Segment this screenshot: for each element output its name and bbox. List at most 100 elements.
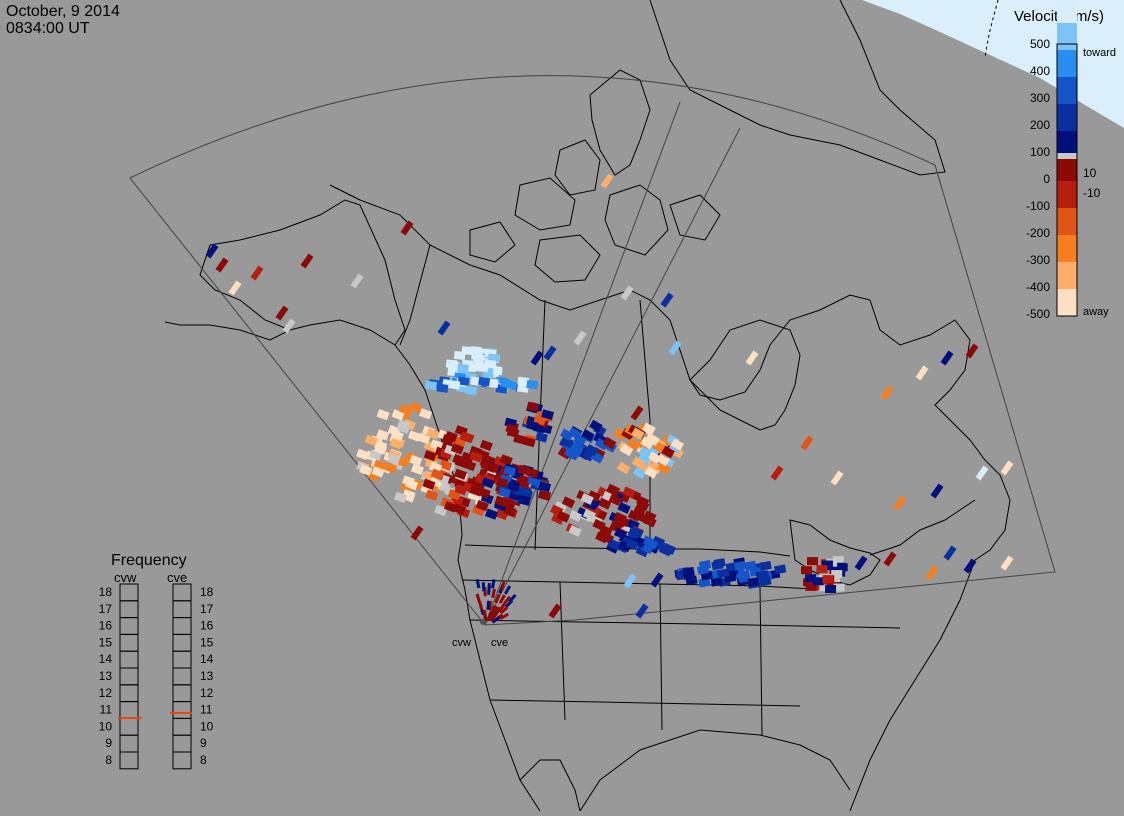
velocity-cell <box>834 562 846 571</box>
velocity-cell <box>359 464 373 476</box>
frequency-tick-cve: 15 <box>200 635 214 649</box>
velocity-cell <box>450 443 464 455</box>
colorbar-swatch <box>1057 159 1077 181</box>
colorbar-tick-label: 100 <box>1030 145 1050 159</box>
frequency-box-cve <box>172 717 192 736</box>
velocity-cell <box>498 594 506 604</box>
velocity-cell <box>526 401 540 413</box>
colorbar-swatch <box>1057 153 1077 159</box>
velocity-cell <box>429 461 443 473</box>
velocity-cell <box>915 365 929 381</box>
velocity-cell <box>275 305 289 321</box>
velocity-cell <box>638 446 652 459</box>
colorbar-tick-label: -300 <box>1026 253 1050 267</box>
velocity-cell <box>483 359 496 369</box>
velocity-cell <box>595 531 609 544</box>
velocity-cell <box>503 465 517 477</box>
velocity-cell <box>801 566 813 575</box>
velocity-cell <box>821 560 833 569</box>
velocity-cell <box>617 501 631 514</box>
velocity-cell <box>854 555 868 571</box>
velocity-cell <box>215 257 229 273</box>
velocity-cell <box>608 494 622 506</box>
velocity-cell <box>825 584 837 593</box>
frequency-box-cve <box>172 600 192 619</box>
velocity-cell <box>513 433 526 445</box>
frequency-cvw-label: cvw <box>114 570 137 585</box>
velocity-cell <box>833 583 845 592</box>
velocity-cell <box>407 430 421 442</box>
colorbar-swatches <box>1057 0 1077 316</box>
velocity-cell <box>636 453 651 466</box>
velocity-cell <box>397 419 411 431</box>
frequency-box-cve <box>172 633 192 652</box>
velocity-cell <box>426 428 440 440</box>
colorbar-tick-label: -100 <box>1026 199 1050 213</box>
frequency-tick-cve: 14 <box>200 652 214 666</box>
velocity-cell <box>630 405 644 421</box>
velocity-cell <box>568 427 582 440</box>
velocity-cell <box>831 570 843 579</box>
velocity-cell <box>486 600 491 610</box>
velocity-cell <box>757 570 770 581</box>
velocity-cell <box>661 445 675 459</box>
frequency-cve-label: cve <box>167 570 187 585</box>
velocity-cell <box>635 499 650 512</box>
frequency-tick-cve: 12 <box>200 686 214 700</box>
velocity-cell <box>484 508 499 520</box>
colorbar-swatch <box>1057 262 1077 289</box>
frequency-tick-cvw: 10 <box>99 719 113 733</box>
velocity-cell <box>1000 555 1014 571</box>
velocity-cell <box>448 361 460 371</box>
velocity-cell <box>644 537 659 550</box>
frequency-box-cve <box>172 734 192 753</box>
velocity-cell <box>384 462 398 474</box>
velocity-cell <box>543 345 557 361</box>
velocity-cell <box>965 343 979 359</box>
velocity-cell <box>475 500 489 512</box>
velocity-cell <box>710 576 723 587</box>
velocity-colorbar: Velocity (m/s) 500400300200100100-10-100… <box>1014 0 1116 321</box>
frequency-box-cve <box>172 701 192 719</box>
radar-site-marker <box>480 619 486 625</box>
velocity-cell <box>538 490 552 501</box>
velocity-cell <box>818 583 830 592</box>
velocity-cell <box>478 376 491 387</box>
frequency-tick-cvw: 16 <box>99 619 113 633</box>
velocity-cell <box>507 481 521 492</box>
velocity-cell <box>559 435 574 449</box>
velocity-cell <box>805 574 817 583</box>
velocity-cell <box>439 459 453 471</box>
velocity-cell <box>489 608 496 619</box>
colorbar-swatch <box>1057 208 1077 235</box>
colorbar-swatch <box>1057 104 1077 131</box>
colorbar-tick-labels: 500400300200100100-10-100-200-300-400-50… <box>1026 37 1101 321</box>
frequency-tick-cve: 8 <box>200 753 207 767</box>
velocity-cell <box>632 466 647 480</box>
velocity-cell <box>457 376 470 386</box>
velocity-cell <box>682 570 695 580</box>
colorbar-tick-label: 200 <box>1030 118 1050 132</box>
velocity-cell <box>538 481 552 493</box>
frequency-box-cvw <box>119 633 139 652</box>
velocity-cell <box>430 468 444 481</box>
frequency-box-cve <box>172 667 192 686</box>
velocity-cell <box>631 427 645 440</box>
velocity-cell <box>518 495 531 506</box>
velocity-cell <box>627 527 641 540</box>
velocity-cell <box>516 383 529 393</box>
velocity-cell <box>422 478 436 490</box>
frequency-scale: 18 18 17 17 16 16 15 15 14 14 13 13 12 12 11 11 10 10 9 9 8 8 <box>99 583 214 770</box>
velocity-cell <box>631 456 646 469</box>
frequency-tick-cvw: 17 <box>99 602 113 616</box>
velocity-cell <box>408 401 423 414</box>
frequency-tick-cve: 16 <box>200 619 214 633</box>
velocity-cell <box>410 463 424 475</box>
velocity-cell <box>822 575 834 584</box>
velocity-cell <box>626 438 641 451</box>
velocity-cell <box>526 467 539 479</box>
velocity-cell <box>448 380 461 390</box>
velocity-cell <box>627 509 642 522</box>
velocity-cell <box>1000 460 1014 476</box>
velocity-cell <box>587 490 601 503</box>
